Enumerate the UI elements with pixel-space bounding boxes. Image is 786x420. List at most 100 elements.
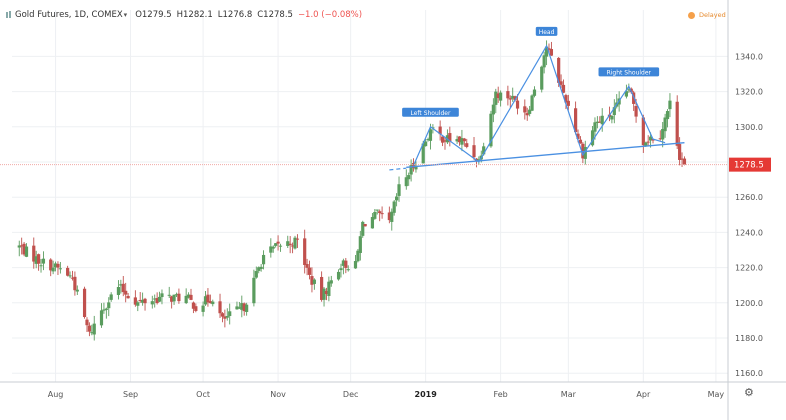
candle-body (254, 271, 258, 278)
candle-body (211, 301, 215, 305)
candle-body (361, 221, 365, 236)
neckline (406, 141, 685, 168)
candle-body (167, 294, 171, 296)
x-tick-label: Mar (561, 390, 577, 399)
candle-body (223, 316, 227, 319)
chart-legend: Gold Futures, 1D, COMEX▾ O1279.5 H1282.1 L1… (6, 10, 367, 20)
symbol-title[interactable]: Gold Futures, 1D, COMEX (15, 10, 123, 20)
candle-body (644, 142, 648, 147)
candle-body (324, 291, 329, 295)
candle-body (189, 294, 193, 300)
candle-body (491, 104, 495, 115)
candle-body (191, 302, 196, 309)
candle-body (668, 100, 672, 110)
y-tick-label: 1220.0 (735, 264, 763, 273)
candle-body (375, 209, 379, 211)
open-value: O1279.5 (135, 10, 172, 20)
candle-body (494, 91, 498, 105)
x-tick-label: Nov (270, 390, 286, 399)
candle-body (206, 294, 210, 303)
candle-body (143, 298, 147, 304)
candle-body (407, 175, 411, 180)
candle-body (225, 316, 229, 318)
delayed-icon (688, 11, 695, 19)
candle-body (322, 288, 326, 300)
candle-body (41, 258, 46, 264)
candle-body (73, 276, 77, 291)
candle-body (37, 254, 41, 264)
candle-body (457, 136, 462, 143)
candle-body (39, 265, 43, 267)
candle-body (515, 100, 520, 109)
candle-body (511, 95, 515, 99)
x-tick-label: Aug (48, 390, 64, 399)
candle-body (99, 310, 104, 326)
price-tag-label: 1278.5 (734, 161, 764, 171)
candle-body (269, 246, 273, 253)
candle-body (303, 238, 307, 265)
candle-body (218, 301, 222, 314)
candle-body (34, 256, 38, 264)
candle-body (252, 277, 256, 304)
x-tick-label: 2019 (415, 390, 438, 399)
candle-body (32, 245, 36, 262)
candle-body (530, 95, 534, 111)
candle-body (312, 279, 316, 284)
candle-body (150, 301, 154, 305)
candle-body (66, 267, 70, 276)
candle-body (661, 128, 665, 140)
candle-body (53, 263, 58, 268)
candle-body (675, 101, 679, 146)
candle-body (85, 319, 89, 326)
candle-body (288, 243, 292, 245)
candle-body (532, 89, 537, 96)
pattern-outline (412, 44, 666, 166)
candle-body (346, 269, 350, 271)
candle-body (513, 96, 517, 101)
delayed-label: Delayed (699, 11, 726, 19)
pattern-labels: Left Shoulder Head Right Shoulder (402, 26, 660, 117)
candle-body (353, 261, 358, 269)
candle-body (356, 250, 360, 262)
candle-body (576, 133, 580, 139)
candle-body (116, 287, 121, 295)
candle-body (109, 294, 113, 300)
y-tick-label: 1240.0 (735, 228, 763, 237)
price-tag-bg (729, 157, 771, 172)
candle-body (136, 302, 140, 306)
y-tick-label: 1180.0 (735, 334, 763, 343)
change-value: −1.0 (−0.08%) (297, 10, 363, 20)
candle-body (477, 159, 481, 161)
x-tick-label: Apr (636, 390, 651, 399)
candle-body (598, 121, 602, 123)
pattern-label: Left Shoulder (411, 110, 451, 117)
candle-body (428, 129, 433, 141)
candle-body (20, 245, 24, 247)
candle-body (421, 143, 425, 164)
candle-body (564, 95, 568, 103)
candle-body (590, 130, 595, 146)
candle-body (540, 66, 544, 90)
candle-body (24, 246, 29, 257)
candle-body (17, 245, 21, 248)
candle-body (404, 177, 408, 187)
y-tick-label: 1200.0 (735, 299, 763, 308)
gear-icon[interactable]: ⚙ (744, 386, 754, 399)
candle-body (523, 106, 527, 113)
candle-body (542, 55, 546, 68)
y-tick-label: 1320.0 (735, 88, 763, 97)
pattern-label-bg (598, 67, 660, 77)
candle-body (544, 46, 549, 57)
x-tick-label: May (708, 390, 725, 399)
low-value: L1276.8 (217, 10, 253, 20)
candle-body (177, 293, 181, 302)
candle-body (75, 289, 79, 292)
candle-body (574, 108, 578, 133)
candle-body (414, 165, 418, 170)
high-value: H1282.1 (176, 10, 213, 20)
chevron-down-icon[interactable]: ▾ (123, 11, 128, 19)
candle-body (593, 122, 597, 132)
candle-body (126, 295, 130, 299)
candle-body (506, 91, 510, 99)
